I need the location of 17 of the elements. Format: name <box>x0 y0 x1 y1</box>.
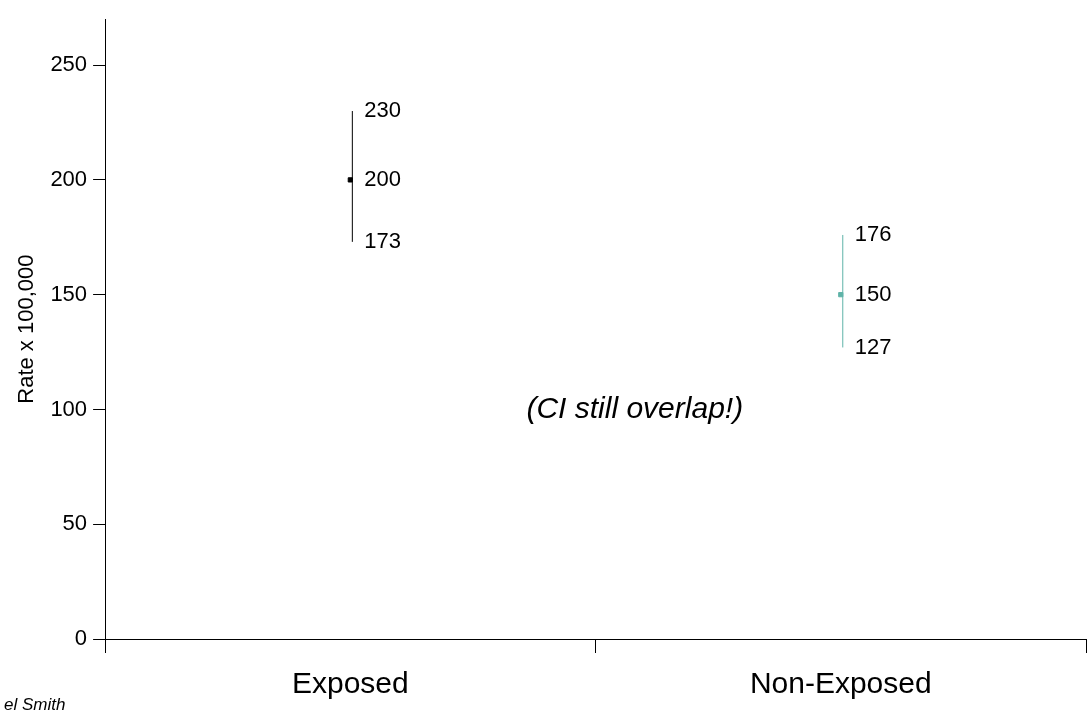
y-tick-label: 0 <box>74 625 88 651</box>
y-tick-label: 50 <box>62 510 88 536</box>
y-tick-label: 200 <box>50 165 88 191</box>
y-tick-label: 250 <box>50 51 88 77</box>
y-tick-label: 150 <box>50 280 88 306</box>
text: el Smith <box>4 694 66 714</box>
annotation: 200 <box>364 165 402 191</box>
y-tick-label: 100 <box>50 395 88 421</box>
annotation: 173 <box>364 227 402 253</box>
x-tick-label: Non-Exposed <box>749 666 932 700</box>
x-tick-label: Exposed <box>291 666 409 700</box>
annotation: 127 <box>854 333 892 359</box>
annotation: 150 <box>854 280 892 306</box>
annotation: 176 <box>854 221 892 247</box>
annotation: (CI still overlap!) <box>526 390 744 424</box>
y-axis-title: Rate x 100,000 <box>13 254 39 404</box>
annotation: 230 <box>364 97 402 123</box>
